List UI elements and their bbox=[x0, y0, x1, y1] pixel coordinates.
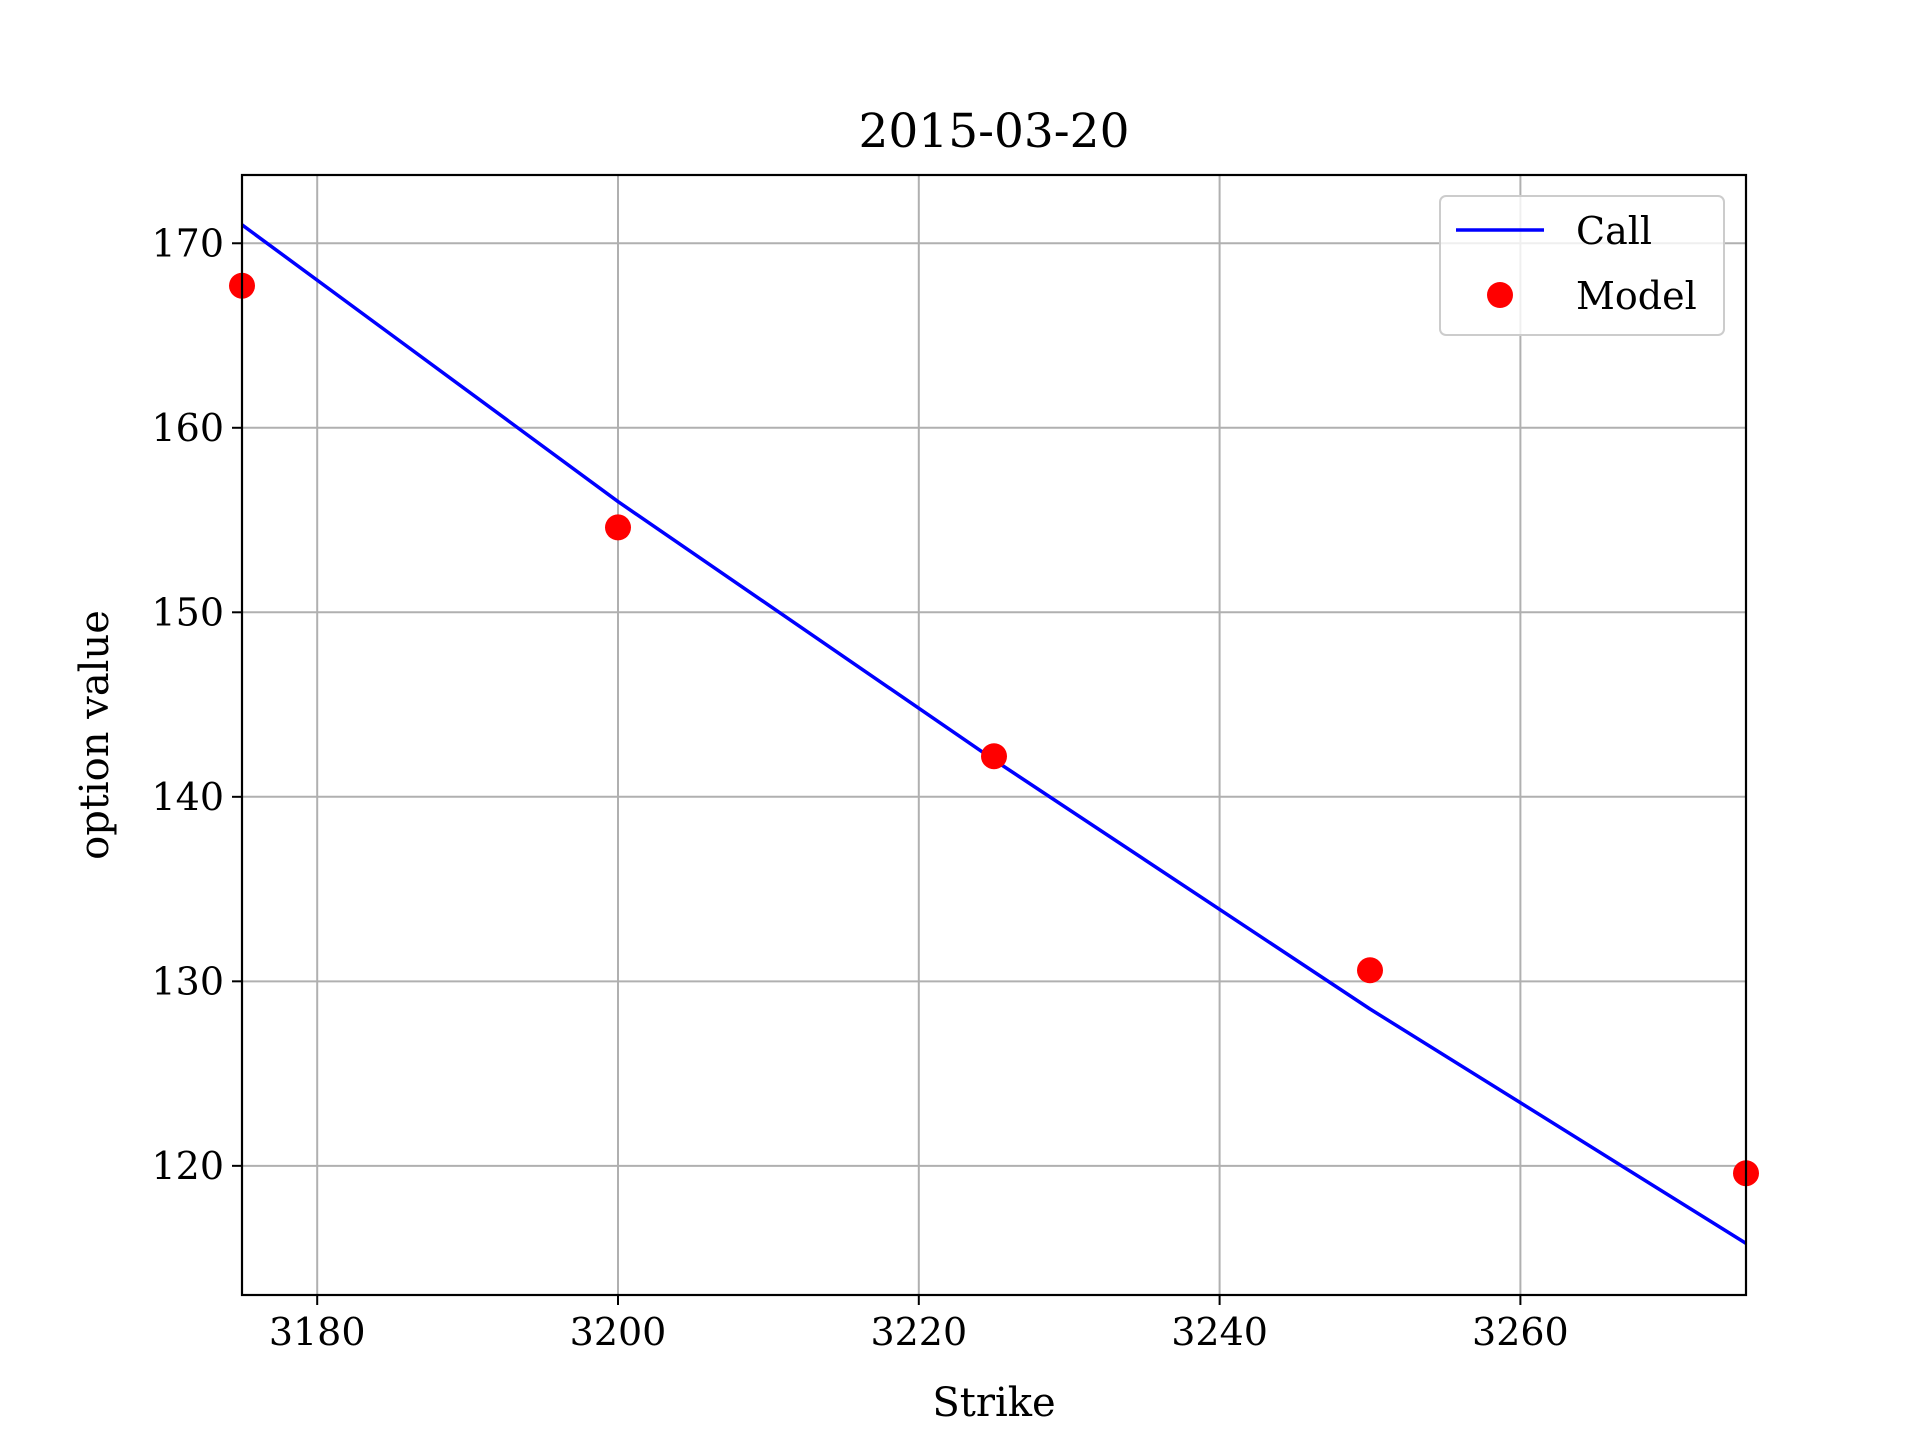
y-tick-label: 140 bbox=[151, 775, 224, 819]
y-tick-label: 160 bbox=[151, 406, 224, 450]
model-data-point bbox=[981, 743, 1007, 770]
x-tick-label: 3240 bbox=[1171, 1310, 1268, 1354]
legend-model-dot-marker bbox=[1487, 282, 1513, 308]
chart-title: 2015-03-20 bbox=[859, 104, 1130, 159]
x-axis-label: Strike bbox=[932, 1380, 1055, 1426]
legend-model-label: Model bbox=[1576, 274, 1697, 318]
y-tick-label: 130 bbox=[151, 959, 224, 1003]
model-data-point bbox=[605, 514, 631, 541]
x-tick-label: 3260 bbox=[1472, 1310, 1569, 1354]
legend-call-label: Call bbox=[1576, 209, 1652, 253]
model-data-point bbox=[1357, 957, 1383, 984]
x-tick-label: 3220 bbox=[870, 1310, 967, 1354]
x-tick-label: 3180 bbox=[269, 1310, 366, 1354]
x-tick-label: 3200 bbox=[570, 1310, 667, 1354]
y-axis-label: option value bbox=[72, 610, 118, 860]
legend: Call Model bbox=[1439, 195, 1725, 336]
y-tick-label: 150 bbox=[151, 590, 224, 634]
y-tick-label: 120 bbox=[151, 1144, 224, 1188]
ticks: 3180 3200 3220 3240 3260 120 130 140 150 160 170 bbox=[151, 221, 1568, 1354]
y-tick-label: 170 bbox=[151, 221, 224, 265]
plot-frame bbox=[240, 173, 1748, 1297]
